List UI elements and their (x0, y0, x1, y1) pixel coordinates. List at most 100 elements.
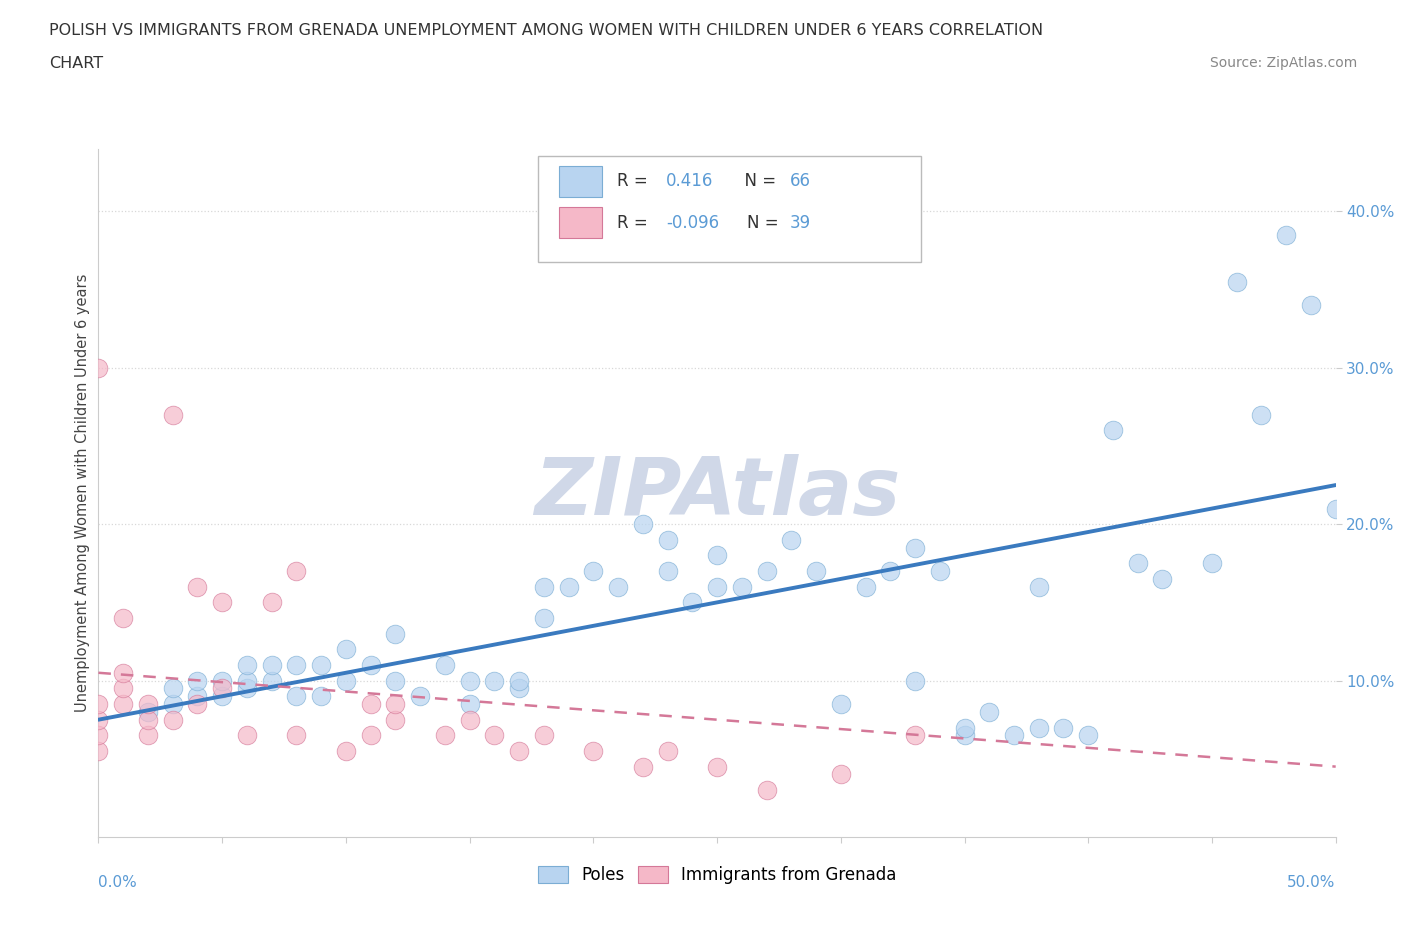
Point (112, 611, 135, 626)
Point (953, 728, 976, 743)
Bar (558, 166, 602, 197)
Point (211, 595, 233, 610)
Point (830, 767, 852, 782)
Text: 66: 66 (790, 172, 811, 191)
Point (260, 658, 283, 672)
Point (236, 728, 259, 743)
Point (409, 689, 432, 704)
Point (335, 642, 357, 657)
Point (1126, 556, 1149, 571)
Point (112, 665, 135, 680)
Point (1250, 407, 1272, 422)
Point (508, 681, 530, 696)
Point (285, 728, 308, 743)
Point (484, 728, 506, 743)
Point (533, 579, 555, 594)
Point (360, 658, 382, 672)
Text: R =: R = (617, 172, 652, 191)
Point (755, 564, 778, 578)
Bar (558, 207, 602, 238)
Point (186, 697, 208, 711)
Point (162, 712, 184, 727)
Point (186, 689, 208, 704)
Point (458, 673, 481, 688)
Point (384, 673, 406, 688)
Point (1324, 501, 1347, 516)
Point (582, 564, 605, 578)
Point (335, 744, 357, 759)
Point (87, 712, 110, 727)
Point (162, 407, 184, 422)
Y-axis label: Unemployment Among Women with Children Under 6 years: Unemployment Among Women with Children U… (75, 273, 90, 712)
Point (458, 697, 481, 711)
Point (87, 744, 110, 759)
Point (830, 697, 852, 711)
Point (384, 712, 406, 727)
Point (285, 689, 308, 704)
Point (186, 579, 208, 594)
Point (855, 579, 877, 594)
Text: 39: 39 (790, 214, 811, 232)
Text: R =: R = (617, 214, 652, 232)
Point (162, 681, 184, 696)
Point (136, 697, 159, 711)
Point (211, 689, 233, 704)
Point (433, 728, 456, 743)
Point (384, 626, 406, 641)
Point (1002, 728, 1025, 743)
Point (162, 697, 184, 711)
Point (309, 658, 332, 672)
Point (631, 759, 654, 774)
Point (755, 783, 778, 798)
Point (657, 564, 679, 578)
Text: N =: N = (734, 172, 782, 191)
Text: 0.0%: 0.0% (98, 875, 138, 890)
Point (557, 579, 579, 594)
Point (879, 564, 901, 578)
Point (335, 673, 357, 688)
Point (211, 681, 233, 696)
Text: N =: N = (747, 214, 783, 232)
Point (1226, 274, 1249, 289)
Point (136, 712, 159, 727)
Point (904, 673, 927, 688)
Point (112, 697, 135, 711)
Point (706, 579, 728, 594)
Point (508, 673, 530, 688)
Point (360, 728, 382, 743)
Legend: Poles, Immigrants from Grenada: Poles, Immigrants from Grenada (531, 859, 903, 891)
Point (657, 532, 679, 547)
Point (1152, 571, 1174, 587)
Point (285, 564, 308, 578)
Point (309, 689, 332, 704)
Point (533, 611, 555, 626)
FancyBboxPatch shape (537, 155, 921, 262)
Point (285, 658, 308, 672)
Text: -0.096: -0.096 (666, 214, 720, 232)
Point (260, 595, 283, 610)
Point (804, 564, 827, 578)
Point (1077, 728, 1099, 743)
Text: CHART: CHART (49, 56, 103, 71)
Point (87, 697, 110, 711)
Point (731, 579, 754, 594)
Point (582, 744, 605, 759)
Point (1028, 579, 1050, 594)
Point (260, 673, 283, 688)
Point (136, 728, 159, 743)
Point (1299, 298, 1322, 312)
Point (780, 532, 803, 547)
Point (1275, 228, 1298, 243)
Point (953, 720, 976, 735)
Point (681, 595, 703, 610)
Point (904, 728, 927, 743)
Point (87, 360, 110, 375)
Point (236, 681, 259, 696)
Text: 0.416: 0.416 (666, 172, 714, 191)
Point (1028, 720, 1050, 735)
Point (1201, 556, 1223, 571)
Point (928, 564, 950, 578)
Point (706, 759, 728, 774)
Point (631, 517, 654, 532)
Point (458, 712, 481, 727)
